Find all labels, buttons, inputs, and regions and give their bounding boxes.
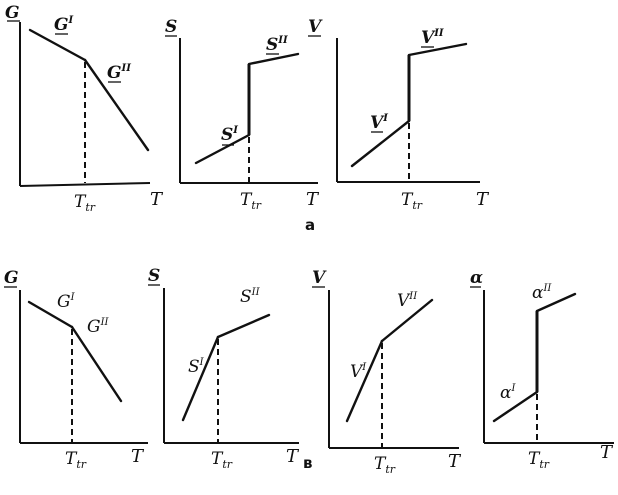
phase2-label: αII xyxy=(532,283,552,303)
y-axis-label: G xyxy=(4,268,19,288)
y-axis-label: S xyxy=(165,17,177,37)
tr-label: Ttr xyxy=(211,449,233,471)
y-axis-label: α xyxy=(470,268,483,288)
tr-label: Ttr xyxy=(74,192,96,214)
panel-a-v: V VI VII Ttr T xyxy=(308,17,490,212)
tr-label: Ttr xyxy=(374,454,396,476)
phase1-label: αI xyxy=(500,383,516,403)
caption-a: a xyxy=(305,216,315,234)
tr-label: Ttr xyxy=(528,449,550,471)
phase1-label: GI xyxy=(57,292,76,312)
phase1-line xyxy=(181,335,220,422)
x-axis-label: T xyxy=(150,189,164,210)
phase2-label: VII xyxy=(397,291,418,311)
phase1-line xyxy=(194,133,251,165)
phase2-line xyxy=(83,58,150,152)
phase2-label: SII xyxy=(266,35,288,55)
panel-b-g: G GI GII Ttr T xyxy=(4,268,148,471)
phase1-label: SI xyxy=(221,125,238,145)
phase1-label: SI xyxy=(188,357,205,377)
x-axis-label: T xyxy=(600,442,614,463)
phase2-label: GII xyxy=(87,317,110,337)
phase1-line xyxy=(345,339,384,423)
phase2-line xyxy=(535,292,577,313)
phase1-label: VI xyxy=(370,113,388,133)
x-axis-label: T xyxy=(306,189,320,210)
panel-b-alpha: α αI αII Ttr T xyxy=(470,268,614,471)
phase1-line xyxy=(350,119,411,168)
phase1-line xyxy=(27,300,74,329)
panel-a-s: S SI SII Ttr T xyxy=(165,17,320,212)
x-axis-label: T xyxy=(286,446,300,467)
phase2-line xyxy=(247,52,300,66)
y-axis-label: V xyxy=(308,17,323,37)
phase2-label: SII xyxy=(240,287,261,307)
x-axis-label: T xyxy=(448,451,462,472)
x-axis xyxy=(19,182,151,187)
phase1-line xyxy=(28,28,87,62)
phase2-label: GII xyxy=(107,63,131,83)
phase2-line xyxy=(407,42,468,57)
phase2-label: VII xyxy=(421,28,444,48)
phase2-line xyxy=(216,313,271,339)
tr-label: Ttr xyxy=(240,190,262,212)
phase1-label: GI xyxy=(54,15,74,35)
panel-b-s: S SI SII Ttr T xyxy=(148,266,300,471)
y-axis-label: G xyxy=(5,3,20,23)
tr-label: Ttr xyxy=(401,190,423,212)
y-axis-label: S xyxy=(148,266,160,286)
phase1-line xyxy=(492,390,539,423)
panel-b-v: V VI VII Ttr T xyxy=(312,268,462,476)
x-axis-label: T xyxy=(476,189,490,210)
x-axis-label: T xyxy=(131,446,145,467)
caption-b: в xyxy=(303,454,313,472)
tr-label: Ttr xyxy=(65,449,87,471)
y-axis-label: V xyxy=(312,268,327,288)
phase2-line xyxy=(380,298,434,343)
panel-a-g: G GI GII Ttr T xyxy=(5,3,164,214)
phase1-label: VI xyxy=(350,362,367,382)
phase2-line xyxy=(70,325,123,403)
